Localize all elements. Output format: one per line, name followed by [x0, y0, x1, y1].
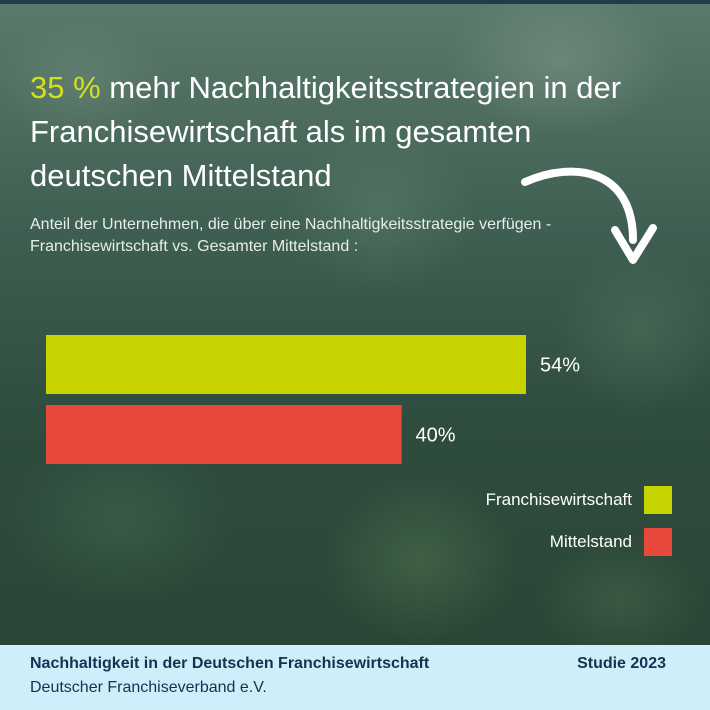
- footer-subtitle: Deutscher Franchiseverband e.V.: [30, 679, 267, 696]
- chart-subtitle: Anteil der Unternehmen, die über eine Na…: [30, 216, 552, 255]
- legend-swatch-franchise: [644, 486, 672, 514]
- forest-background: [0, 0, 710, 645]
- legend-item-mittelstand: Mittelstand: [486, 528, 672, 556]
- footer-title: Nachhaltigkeit in der Deutschen Franchis…: [30, 655, 430, 672]
- legend-label-mittelstand: Mittelstand: [549, 532, 632, 551]
- curved-arrow-icon: [521, 167, 657, 264]
- bar-value-label-franchise: 54%: [540, 355, 580, 377]
- top-border: [0, 0, 710, 4]
- footer: Nachhaltigkeit in der Deutschen Franchis…: [0, 645, 710, 710]
- legend-item-franchise: Franchisewirtschaft: [486, 486, 672, 514]
- headline-accent: 35 %: [30, 70, 101, 105]
- bar-franchisewirtschaft: [46, 335, 526, 394]
- legend-swatch-mittelstand: [644, 528, 672, 556]
- bar-mittelstand: [46, 405, 402, 464]
- legend-label-franchise: Franchisewirtschaft: [485, 490, 632, 509]
- headline-rest: mehr Nachhaltigkeitsstrategien in der Fr…: [30, 70, 622, 193]
- headline: 35 % mehr Nachhaltigkeitsstrategien in d…: [30, 66, 670, 198]
- legend: Franchisewirtschaft Mittelstand: [486, 486, 672, 570]
- bar-value-label-mittelstand: 40%: [416, 425, 456, 447]
- bar-chart: 54% 40%: [46, 335, 580, 464]
- footer-study-label: Studie 2023: [577, 655, 666, 672]
